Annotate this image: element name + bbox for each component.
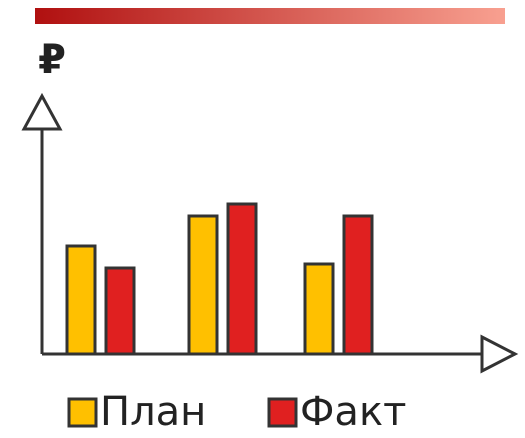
y-axis-label: ₽	[38, 37, 66, 83]
legend-label: Факт	[300, 389, 406, 435]
bar	[187, 214, 219, 356]
header-bar	[35, 8, 505, 24]
bars	[65, 202, 374, 356]
legend-swatch	[267, 397, 298, 428]
bar	[226, 202, 258, 356]
y-axis-arrow	[21, 92, 63, 131]
legend-swatch	[67, 397, 98, 428]
bar	[104, 266, 136, 356]
bar	[342, 214, 374, 356]
legend-label: План	[100, 389, 206, 435]
legend: План Факт	[67, 389, 406, 435]
bar	[65, 244, 97, 356]
x-axis-arrow	[480, 334, 519, 374]
bar	[303, 262, 335, 356]
